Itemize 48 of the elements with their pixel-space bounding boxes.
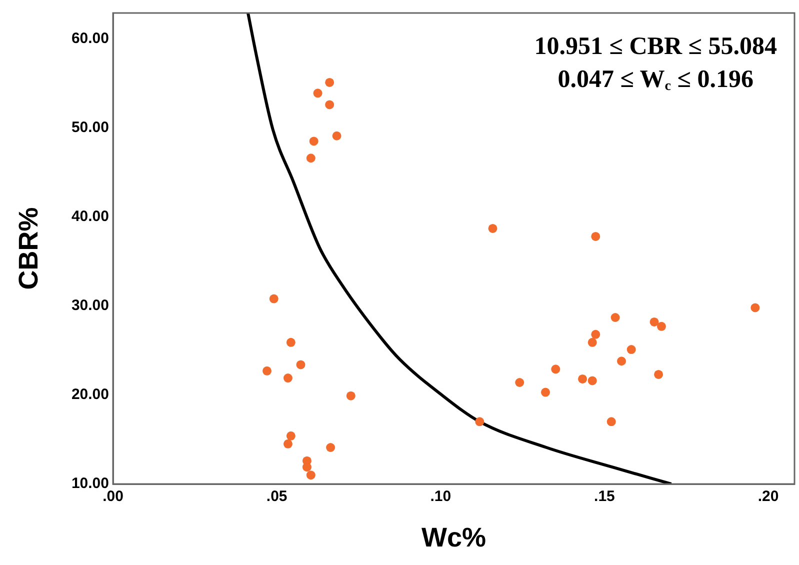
point: [654, 370, 664, 379]
point: [610, 313, 620, 322]
point: [591, 232, 600, 241]
point: [283, 374, 292, 383]
point: [650, 317, 659, 326]
y-tick-label: 30.00: [71, 297, 109, 314]
point: [306, 470, 316, 480]
point: [326, 442, 336, 452]
point: [475, 417, 484, 426]
point: [551, 364, 560, 374]
point: [578, 374, 588, 384]
point: [262, 366, 272, 376]
point: [302, 462, 312, 472]
point: [306, 154, 316, 163]
y-tick-label: 40.00: [71, 208, 109, 226]
point: [617, 356, 626, 366]
point: [588, 376, 597, 386]
point: [346, 391, 356, 400]
point: [309, 136, 318, 146]
point: [488, 224, 498, 233]
annotation: 0.047 ≤ W$_{c}$ ≤ 0.196: [556, 65, 754, 96]
point: [540, 388, 550, 397]
point: [515, 378, 524, 387]
point: [591, 330, 600, 339]
point: [313, 88, 322, 98]
point: [286, 431, 296, 440]
point: [283, 439, 292, 448]
point: [656, 322, 666, 331]
x-axis-title: Wc%: [421, 522, 486, 552]
point: [588, 338, 597, 347]
point: [296, 360, 306, 370]
x-tick-label: .15: [594, 488, 615, 506]
point: [626, 345, 636, 354]
point: [269, 294, 278, 304]
point: [325, 100, 334, 110]
y-tick-label: 20.00: [71, 386, 109, 404]
x-tick-label: .05: [266, 488, 288, 506]
y-axis-title: CBR%: [14, 207, 44, 290]
point: [325, 78, 334, 87]
annotation: 10.951 ≤ CBR ≤ 55.084: [534, 32, 777, 62]
y-tick-label: 60.00: [71, 30, 109, 47]
x-tick-label: .20: [758, 488, 779, 506]
x-tick-label: .10: [430, 488, 452, 506]
point: [606, 417, 616, 426]
y-tick-label: 50.00: [71, 118, 109, 136]
point: [332, 131, 342, 140]
point: [750, 303, 760, 312]
point: [286, 338, 296, 347]
